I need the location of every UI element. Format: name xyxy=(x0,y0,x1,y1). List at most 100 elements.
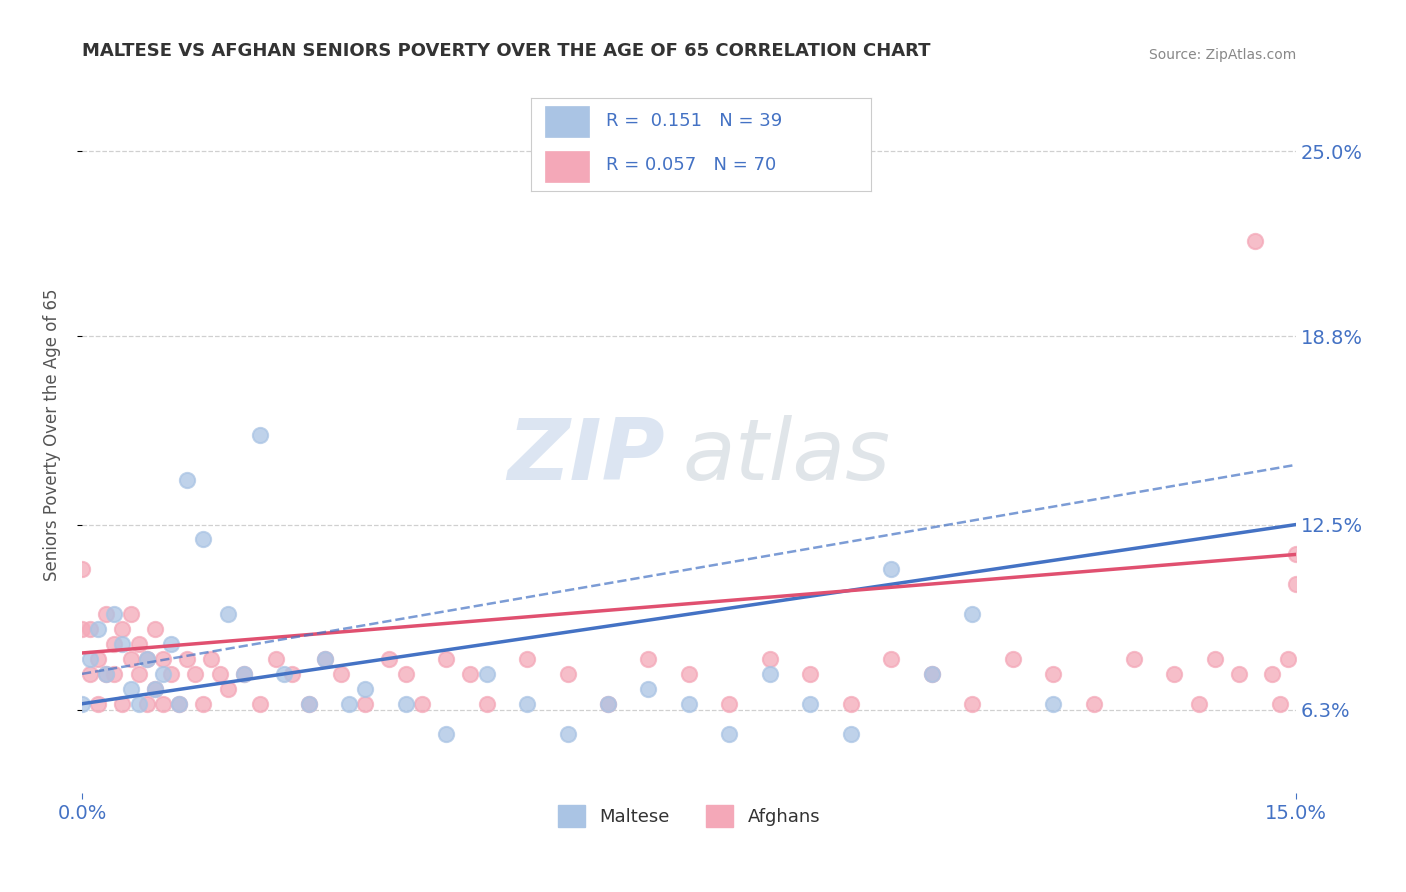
Point xyxy=(87,652,110,666)
Point xyxy=(96,666,118,681)
Point xyxy=(143,681,166,696)
Point xyxy=(1163,666,1185,681)
Point xyxy=(1260,666,1282,681)
Point xyxy=(70,622,93,636)
Point xyxy=(1277,652,1299,666)
Point xyxy=(637,652,659,666)
Point xyxy=(516,697,538,711)
Point xyxy=(1204,652,1226,666)
Point xyxy=(160,637,183,651)
Point xyxy=(516,652,538,666)
Point xyxy=(1227,666,1250,681)
Point xyxy=(678,697,700,711)
Point xyxy=(1285,577,1308,591)
Point xyxy=(232,666,254,681)
Point xyxy=(718,726,741,740)
Point xyxy=(557,666,579,681)
Point xyxy=(718,697,741,711)
Point xyxy=(160,666,183,681)
Point xyxy=(839,697,862,711)
Point xyxy=(103,607,125,622)
Point xyxy=(460,666,482,681)
Text: atlas: atlas xyxy=(683,415,891,498)
Point xyxy=(799,697,821,711)
Point xyxy=(217,681,239,696)
Point xyxy=(120,607,142,622)
Point xyxy=(70,562,93,576)
Text: MALTESE VS AFGHAN SENIORS POVERTY OVER THE AGE OF 65 CORRELATION CHART: MALTESE VS AFGHAN SENIORS POVERTY OVER T… xyxy=(82,42,931,60)
Point xyxy=(193,697,215,711)
Point xyxy=(152,652,174,666)
Point xyxy=(87,622,110,636)
Point xyxy=(1285,548,1308,562)
Point xyxy=(128,666,150,681)
Point xyxy=(249,428,271,442)
Point xyxy=(921,666,943,681)
Point xyxy=(273,666,295,681)
Point xyxy=(1042,697,1064,711)
Point xyxy=(395,697,418,711)
Point xyxy=(135,652,157,666)
Point xyxy=(1244,234,1267,248)
Point xyxy=(354,681,377,696)
Point xyxy=(120,681,142,696)
Point xyxy=(128,637,150,651)
Point xyxy=(759,666,782,681)
Point xyxy=(79,622,101,636)
Legend: Maltese, Afghans: Maltese, Afghans xyxy=(551,798,827,835)
Text: Source: ZipAtlas.com: Source: ZipAtlas.com xyxy=(1149,48,1296,62)
Point xyxy=(799,666,821,681)
Point xyxy=(281,666,304,681)
Point xyxy=(103,637,125,651)
Point xyxy=(297,697,319,711)
Point xyxy=(314,652,336,666)
Point xyxy=(921,666,943,681)
Point xyxy=(200,652,222,666)
Point xyxy=(176,473,198,487)
Point xyxy=(637,681,659,696)
Point xyxy=(1001,652,1024,666)
Point xyxy=(880,652,903,666)
Point xyxy=(111,637,134,651)
Point xyxy=(232,666,254,681)
Point xyxy=(111,622,134,636)
Point xyxy=(176,652,198,666)
Point xyxy=(264,652,287,666)
Point xyxy=(434,652,457,666)
Point xyxy=(297,697,319,711)
Point xyxy=(337,697,360,711)
Point xyxy=(79,652,101,666)
Point xyxy=(120,652,142,666)
Y-axis label: Seniors Poverty Over the Age of 65: Seniors Poverty Over the Age of 65 xyxy=(44,289,60,582)
Point xyxy=(354,697,377,711)
Point xyxy=(395,666,418,681)
Point xyxy=(249,697,271,711)
Point xyxy=(1042,666,1064,681)
Point xyxy=(678,666,700,681)
Point xyxy=(1188,697,1211,711)
Point xyxy=(960,607,983,622)
Point xyxy=(1083,697,1105,711)
Point xyxy=(111,697,134,711)
Point xyxy=(1268,697,1291,711)
Point xyxy=(184,666,207,681)
Point xyxy=(411,697,433,711)
Point xyxy=(378,652,401,666)
Point xyxy=(143,681,166,696)
Point xyxy=(79,666,101,681)
Point xyxy=(135,652,157,666)
Point xyxy=(167,697,190,711)
Point xyxy=(217,607,239,622)
Point xyxy=(152,666,174,681)
Point xyxy=(434,726,457,740)
Point xyxy=(135,697,157,711)
Point xyxy=(96,607,118,622)
Point xyxy=(596,697,619,711)
Point xyxy=(152,697,174,711)
Point xyxy=(960,697,983,711)
Point xyxy=(557,726,579,740)
Point xyxy=(193,533,215,547)
Point xyxy=(1123,652,1146,666)
Point xyxy=(314,652,336,666)
Point xyxy=(128,697,150,711)
